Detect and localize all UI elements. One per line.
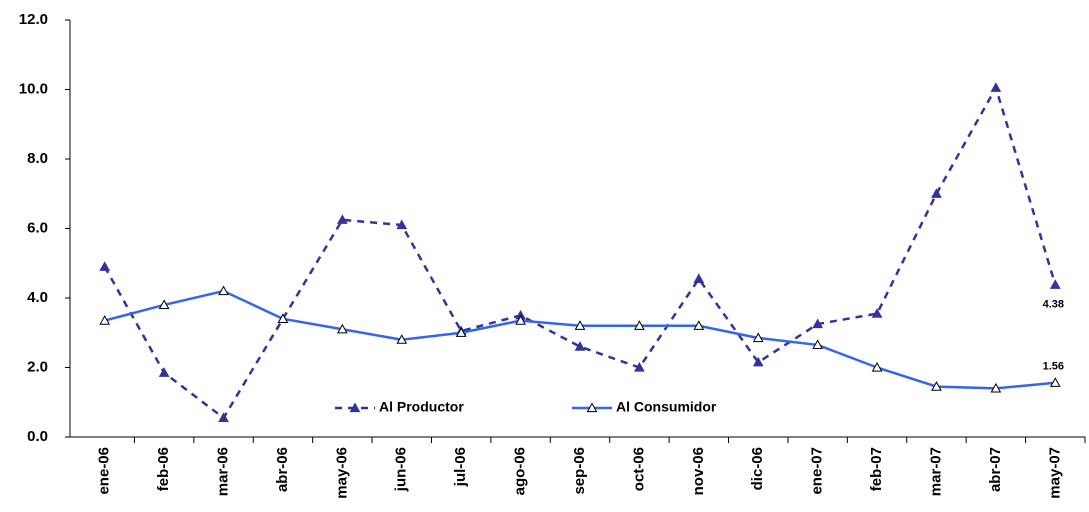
point-marker — [752, 332, 764, 343]
point-marker — [455, 327, 467, 337]
point-marker — [871, 361, 883, 372]
point-marker — [752, 356, 764, 367]
x-tick-label: feb-06 — [155, 447, 172, 491]
y-tick-label: 10.0 — [19, 80, 48, 97]
y-tick-label: 8.0 — [27, 150, 48, 167]
x-tick-label: jul-06 — [452, 447, 469, 487]
x-tick-label: jun-06 — [393, 447, 410, 492]
x-tick-label: mar-06 — [214, 447, 231, 496]
x-tick-label: abr-07 — [987, 447, 1004, 492]
point-marker — [337, 323, 348, 334]
data-label: 1.56 — [1043, 361, 1064, 373]
point-marker — [812, 318, 823, 329]
point-marker — [218, 412, 229, 422]
x-tick-label: may-07 — [1046, 447, 1063, 499]
x-tick-label: sep-06 — [571, 447, 588, 495]
point-marker — [396, 219, 408, 230]
point-marker — [1049, 377, 1061, 387]
point-marker — [99, 261, 111, 271]
point-marker — [218, 285, 229, 296]
y-tick-label: 6.0 — [27, 219, 48, 236]
legend-label: Al Productor — [379, 399, 464, 415]
point-marker — [634, 361, 645, 372]
point-marker — [158, 367, 170, 377]
point-marker — [693, 273, 705, 283]
legend-marker — [349, 402, 361, 413]
x-tick-label: mar-07 — [927, 447, 944, 496]
x-tick-label: nov-06 — [690, 447, 707, 495]
point-marker — [574, 320, 586, 330]
x-tick-label: dic-06 — [749, 447, 766, 490]
point-marker — [396, 334, 408, 344]
point-marker — [277, 313, 289, 323]
y-tick-label: 12.0 — [19, 11, 48, 28]
point-marker — [634, 320, 645, 330]
point-marker — [812, 339, 823, 350]
point-marker — [990, 382, 1002, 393]
legend-marker — [586, 402, 598, 413]
y-tick-label: 4.0 — [27, 289, 48, 306]
point-marker — [574, 341, 586, 351]
x-tick-label: ene-07 — [809, 447, 826, 495]
x-tick-label: ene-06 — [96, 447, 113, 495]
y-tick-label: 2.0 — [27, 358, 48, 375]
point-marker — [693, 320, 705, 330]
series-line — [103, 84, 1057, 420]
point-marker — [1049, 279, 1061, 289]
point-marker — [931, 381, 942, 391]
point-marker — [990, 82, 1002, 92]
y-tick-label: 0.0 — [27, 428, 48, 445]
x-tick-label: may-06 — [333, 447, 350, 499]
point-marker — [871, 308, 883, 318]
x-tick-label: abr-06 — [274, 447, 291, 492]
point-marker — [158, 299, 170, 310]
x-tick-label: feb-07 — [868, 447, 885, 491]
point-marker — [515, 315, 526, 325]
data-label: 4.38 — [1043, 299, 1064, 311]
point-marker — [99, 315, 111, 325]
point-marker — [931, 188, 942, 198]
series-line — [104, 289, 1056, 390]
x-tick-label: oct-06 — [630, 447, 647, 491]
x-tick-label: ago-06 — [512, 447, 529, 495]
point-marker — [337, 214, 348, 224]
legend-label: Al Consumidor — [616, 399, 717, 415]
